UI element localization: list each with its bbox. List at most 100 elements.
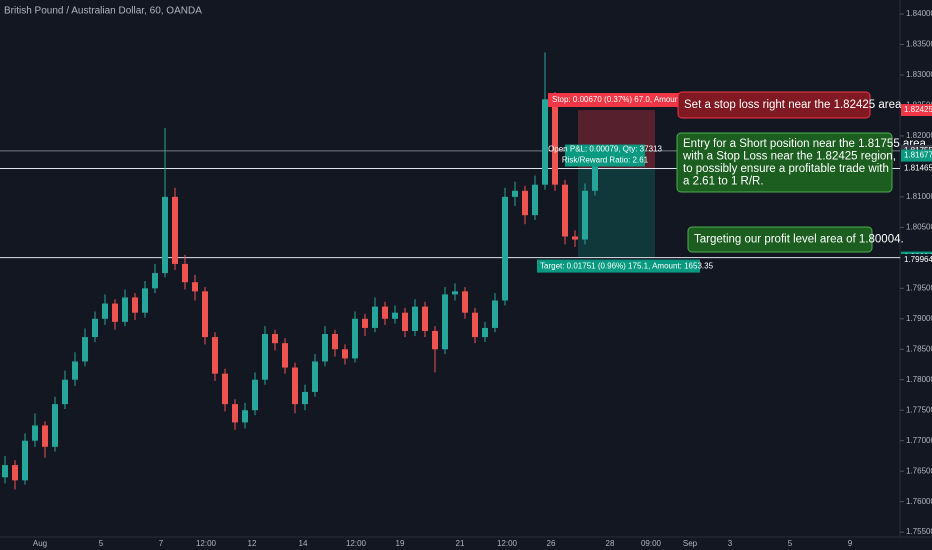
y-tick-label: 1.77500 <box>906 405 932 414</box>
candle-body <box>222 373 228 405</box>
candle-body <box>592 166 598 191</box>
price-tag-label: 1.82425 <box>904 105 932 114</box>
candle-body <box>142 288 148 313</box>
candle-body <box>202 291 208 338</box>
candle-body <box>152 273 158 289</box>
x-tick-label: 12:00 <box>346 539 367 548</box>
x-tick-label: 09:00 <box>641 539 662 548</box>
x-tick-label: 21 <box>456 539 465 548</box>
candle-body <box>562 184 568 237</box>
candle-body <box>322 334 328 362</box>
candle-body <box>422 306 428 331</box>
y-tick-label: 1.75500 <box>906 527 932 536</box>
y-tick-label: 1.76000 <box>906 497 932 506</box>
candle-body <box>72 361 78 380</box>
candle-body <box>172 196 178 264</box>
candle-body <box>442 294 448 350</box>
candle-body <box>402 312 408 331</box>
y-tick-label: 1.78000 <box>906 375 932 384</box>
candle-body <box>312 361 318 392</box>
x-tick-label: Sep <box>683 539 698 548</box>
candle-body <box>572 236 578 240</box>
y-tick-label: 1.79500 <box>906 283 932 292</box>
candle-body <box>262 334 268 380</box>
y-tick-label: 1.76500 <box>906 466 932 475</box>
candle-body <box>462 291 468 313</box>
price-tag <box>901 104 932 117</box>
candle-body <box>382 306 388 319</box>
candle-body <box>492 300 498 328</box>
candle-body <box>502 196 508 301</box>
y-tick-label: 1.80500 <box>906 222 932 231</box>
candle-body <box>352 318 358 359</box>
target-label: Target: 0.01751 (0.96%) 175.1, Amount: 1… <box>540 262 714 271</box>
x-tick-label: 5 <box>99 539 104 548</box>
candle-body <box>432 330 438 350</box>
candle-body <box>482 327 488 338</box>
annotation-text: a 2.61 to 1 R/R. <box>683 175 764 187</box>
pnl-label: Open P&L: 0.00079, Qty: 37313 <box>548 145 662 154</box>
candle-body <box>92 318 98 338</box>
candle-body <box>32 425 38 441</box>
x-tick-label: Aug <box>33 539 47 548</box>
candle-body <box>112 303 118 322</box>
x-tick-label: 12:00 <box>497 539 518 548</box>
annotation-box <box>677 91 871 119</box>
candle-body <box>522 190 528 216</box>
y-tick-label: 1.83500 <box>906 40 932 49</box>
y-tick-label: 1.81000 <box>906 192 932 201</box>
candle-body <box>302 391 308 405</box>
x-tick-label: 14 <box>299 539 308 548</box>
candle-body <box>102 303 108 319</box>
x-tick-label: 28 <box>606 539 615 548</box>
candle-body <box>282 343 288 368</box>
target-label-bg <box>537 259 700 273</box>
candle-body <box>362 318 368 328</box>
candle-body <box>132 297 138 313</box>
candle-body <box>252 379 258 411</box>
candle-body <box>232 404 238 423</box>
y-tick-label: 1.83000 <box>906 70 932 79</box>
chart-title: British Pound / Australian Dollar, 60, O… <box>4 6 202 17</box>
candle-body <box>542 99 548 185</box>
annotation-box <box>687 226 873 253</box>
candle-body <box>242 410 248 423</box>
x-tick-label: 7 <box>159 539 164 548</box>
price-tag-label: 1.81465 <box>904 164 932 173</box>
candle-body <box>532 184 538 216</box>
annotation-text: Targeting our profit level area of 1.800… <box>694 234 904 246</box>
x-tick-label: 5 <box>788 539 793 548</box>
candle-body <box>412 306 418 331</box>
candle-body <box>82 337 88 362</box>
candle-body <box>272 334 278 344</box>
candle-body <box>452 291 458 295</box>
y-tick-label: 1.82000 <box>906 131 932 140</box>
annotation: Set a stop loss right near the 1.82425 a… <box>677 91 905 119</box>
candle-body <box>512 190 518 197</box>
annotation-text: with a Stop Loss near the 1.82425 region… <box>682 150 896 162</box>
annotation: Entry for a Short position near the 1.81… <box>676 132 929 193</box>
candle-body <box>192 282 198 292</box>
candle-body <box>162 196 168 274</box>
y-tick-label: 1.77000 <box>906 436 932 445</box>
candle-body <box>22 440 28 481</box>
price-tag <box>901 149 932 162</box>
candle-body <box>332 334 338 350</box>
x-tick-label: 12:00 <box>196 539 217 548</box>
target-zone <box>578 168 655 258</box>
price-tag <box>901 162 932 175</box>
candle-body <box>472 312 478 338</box>
candle-body <box>12 465 18 481</box>
pnl-label-bg <box>565 144 645 167</box>
annotation-box <box>676 132 893 193</box>
stop-label-bg <box>548 93 688 108</box>
annotation-text: Entry for a Short position near the 1.81… <box>683 138 929 150</box>
candle-body <box>392 312 398 319</box>
candle-body <box>62 379 68 405</box>
annotation-text: Set a stop loss right near the 1.82425 a… <box>684 99 905 111</box>
price-tag-label: 1.81677 <box>904 151 932 160</box>
price-tag-label: 1.79964 <box>904 255 932 264</box>
candle-body <box>582 190 588 240</box>
